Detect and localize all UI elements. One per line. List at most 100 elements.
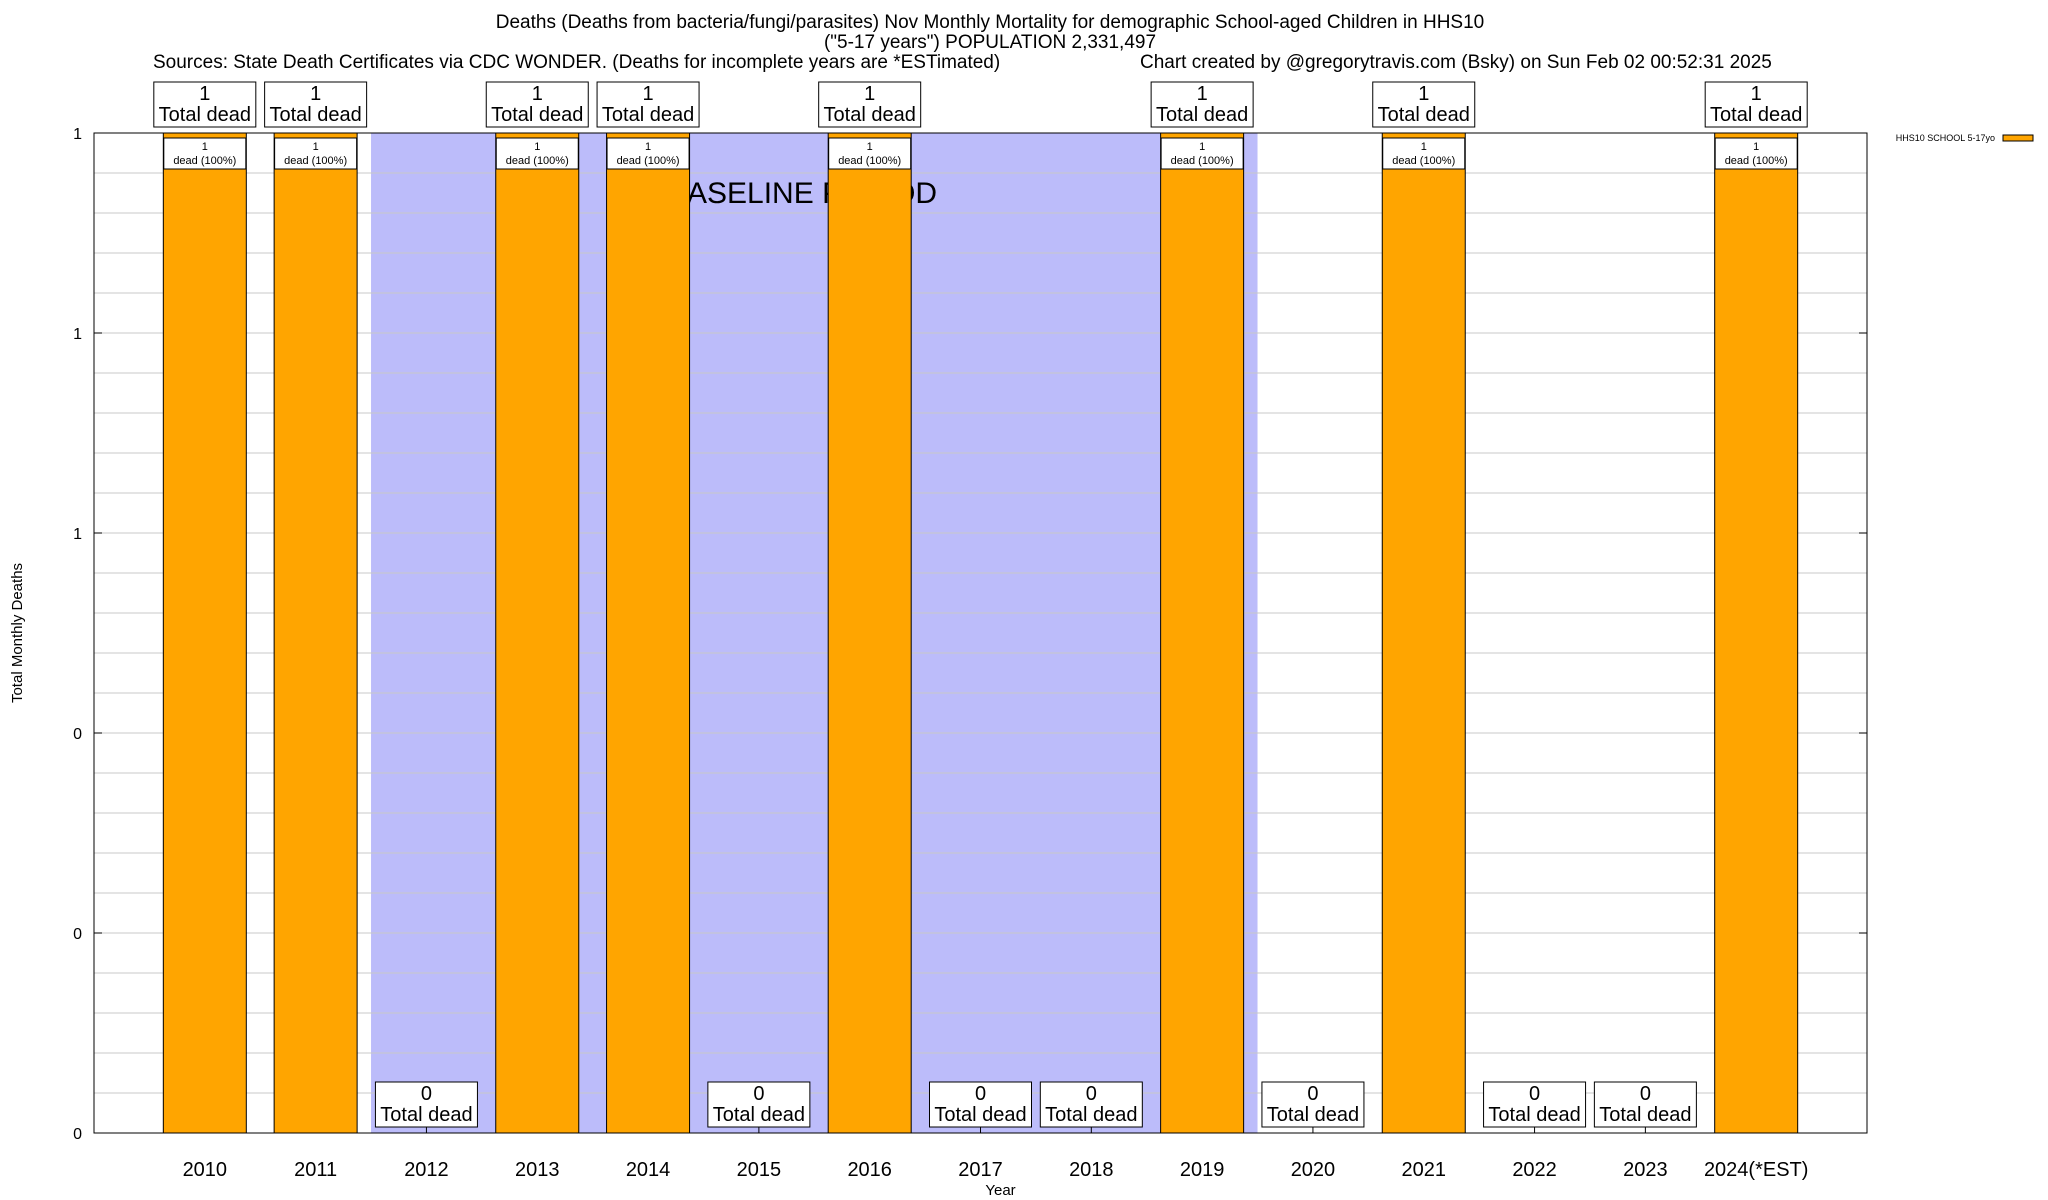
bar-total-label-box [1039,1081,1143,1128]
bar-total-label-value: 0 [1307,1083,1318,1105]
bar-inner-label-percent: dead (100%) [1171,155,1234,167]
x-tick-label: 2019 [1180,1159,1225,1181]
bar-total-label-box [374,1081,478,1128]
x-tick-label: 2014 [626,1159,671,1181]
bar-total-label-text: Total dead [1267,1104,1359,1126]
bar-total-label-text: Total dead [1599,1104,1691,1126]
y-axis-label: Total Monthly Deaths [9,563,26,703]
bar-total-label-text: Total dead [1488,1104,1580,1126]
x-tick-label: 2016 [847,1159,892,1181]
bar-inner-label-count: 1 [1753,141,1759,153]
y-tick-label: 1 [73,126,82,143]
bar-total-label-text: Total dead [1045,1104,1137,1126]
y-tick-label: 0 [73,926,82,943]
x-tick-label: 2022 [1512,1159,1557,1181]
bar-inner-label-count: 1 [202,141,208,153]
x-tick-label: 2011 [294,1159,337,1181]
bar-inner-label-percent: dead (100%) [506,155,569,167]
bar-total-label-value: 1 [532,83,543,105]
bar-total-label-box [485,81,589,128]
x-tick-label: 2021 [1402,1159,1447,1181]
bar [495,132,580,1134]
y-tick-label: 0 [73,1126,82,1143]
bar-total-label-value: 0 [1086,1083,1097,1105]
bar-total-label-text: Total dead [491,104,583,126]
bar-inner-label-percent: dead (100%) [1392,155,1455,167]
bar-total-label-value: 1 [643,83,654,105]
bar-inner-label-percent: dead (100%) [284,155,347,167]
bar-total-label-value: 0 [1529,1083,1540,1105]
bar-total-label-value: 1 [1751,83,1762,105]
x-tick-label: 2010 [183,1159,228,1181]
bar-total-label-text: Total dead [602,104,694,126]
x-tick-label: 2015 [737,1159,782,1181]
chart-sources: Sources: State Death Certificates via CD… [153,52,1001,73]
bar-inner-label-count: 1 [313,141,319,153]
bar-total-label-box [1372,81,1476,128]
bar-total-label-value: 1 [1197,83,1208,105]
chart-title-line1: Deaths (Deaths from bacteria/fungi/paras… [495,12,1485,33]
bar-total-label-value: 1 [864,83,875,105]
bar-total-label-text: Total dead [824,104,916,126]
chart-title-line2: ("5-17 years") POPULATION 2,331,497 [823,32,1157,53]
bar [273,132,358,1134]
y-tick-label: 1 [73,526,82,543]
bar-total-label-box [818,81,922,128]
x-axis-label: Year [985,1182,1015,1199]
bar-total-label-box [264,81,368,128]
bar-total-label-value: 1 [310,83,321,105]
x-tick-label: 2012 [404,1159,449,1181]
bar-inner-label-count: 1 [1199,141,1205,153]
bar-inner-label-box [606,137,690,170]
bar-total-label-text: Total dead [159,104,251,126]
bar-inner-label-box [1714,137,1798,170]
bar-total-label-value: 1 [199,83,210,105]
bar [606,132,691,1134]
bar-total-label-box [707,1081,811,1128]
bar-total-label-text: Total dead [713,1104,805,1126]
x-tick-label: 2023 [1623,1159,1668,1181]
bar [1714,132,1799,1134]
bar-inner-label-count: 1 [534,141,540,153]
bar [162,132,247,1134]
bar-inner-label-percent: dead (100%) [173,155,236,167]
x-tick-label: 2024(*EST) [1704,1159,1809,1181]
x-tick-label: 2013 [515,1159,560,1181]
bar-total-label-text: Total dead [1710,104,1802,126]
bar-inner-label-box [163,137,247,170]
bar-inner-label-percent: dead (100%) [617,155,680,167]
bar-total-label-box [596,81,700,128]
x-tick-label: 2017 [958,1159,1003,1181]
bar-total-label-box [153,81,257,128]
bar-total-label-value: 0 [753,1083,764,1105]
y-tick-label: 1 [73,326,82,343]
bar-inner-label-box [1160,137,1244,170]
bar-total-label-value: 0 [421,1083,432,1105]
bar [827,132,912,1134]
bar-total-label-text: Total dead [380,1104,472,1126]
bar-inner-label-box [828,137,912,170]
bar-total-label-box [1704,81,1808,128]
bar-total-label-text: Total dead [1378,104,1470,126]
bar-inner-label-count: 1 [645,141,651,153]
bar-inner-label-box [1382,137,1466,170]
x-tick-label: 2020 [1291,1159,1336,1181]
bar-inner-label-box [274,137,358,170]
bar-total-label-text: Total dead [934,1104,1026,1126]
legend-label: HHS10 SCHOOL 5-17yo [1896,133,1995,143]
legend-swatch [2002,134,2034,142]
chart-credit: Chart created by @gregorytravis.com (Bsk… [1140,52,1772,73]
bar-inner-label-percent: dead (100%) [838,155,901,167]
bar-inner-label-count: 1 [867,141,873,153]
x-tick-label: 2018 [1069,1159,1114,1181]
bar-total-label-text: Total dead [1156,104,1248,126]
bar [1381,132,1466,1134]
bar-total-label-box [929,1081,1032,1128]
bar-total-label-box [1261,1081,1365,1128]
bar-inner-label-percent: dead (100%) [1725,155,1788,167]
bar-total-label-box [1593,1081,1697,1128]
bar-total-label-value: 0 [975,1083,986,1105]
bar-total-label-box [1150,81,1254,128]
bar-total-label-box [1483,1081,1587,1128]
